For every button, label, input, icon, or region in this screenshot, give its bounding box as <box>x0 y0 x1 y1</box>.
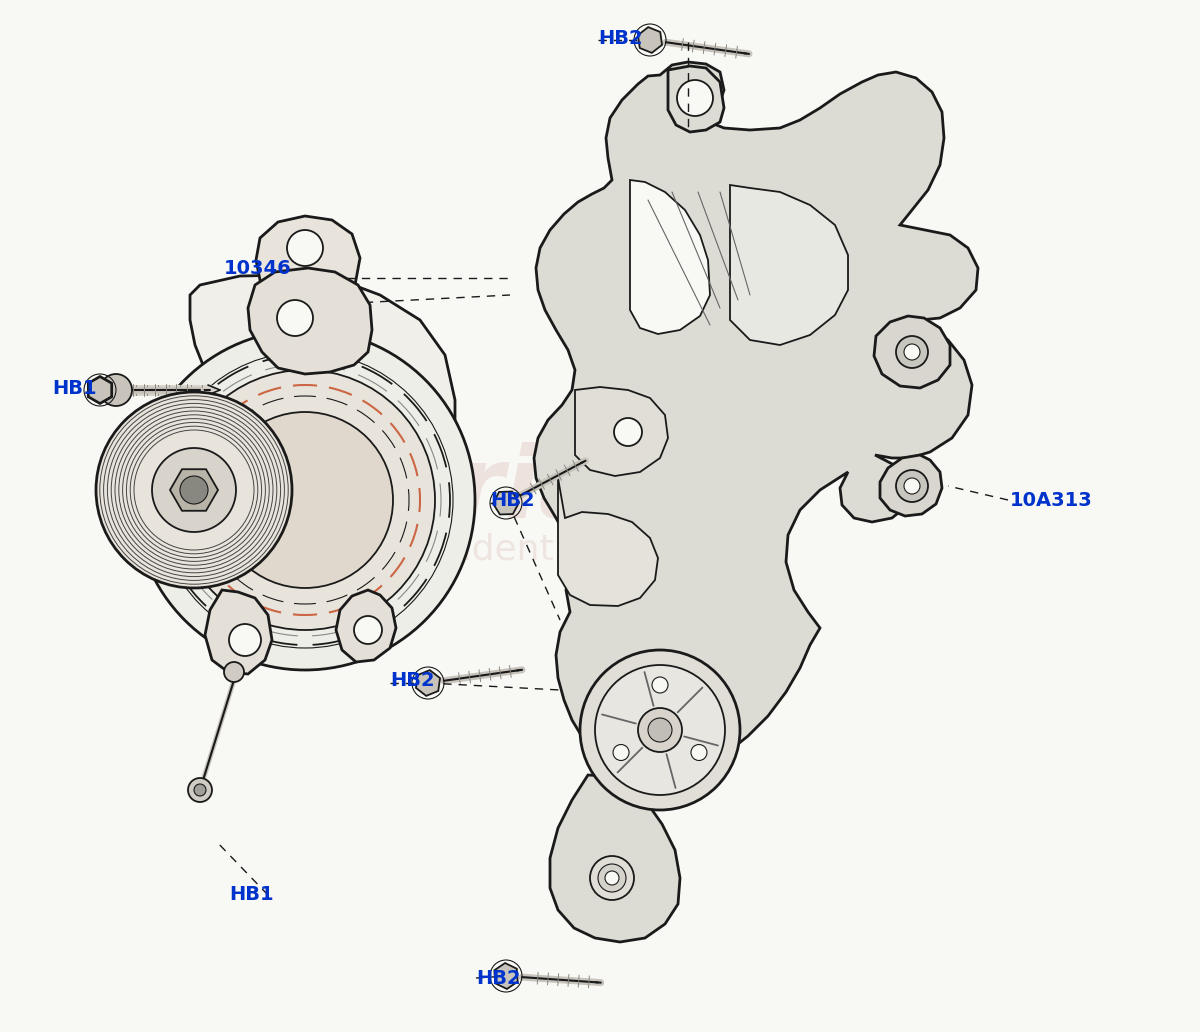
Circle shape <box>152 448 236 533</box>
Circle shape <box>652 677 668 694</box>
Circle shape <box>180 476 208 504</box>
Text: HB1: HB1 <box>52 379 97 397</box>
Polygon shape <box>874 316 950 388</box>
Circle shape <box>595 665 725 795</box>
Circle shape <box>904 344 920 360</box>
Circle shape <box>896 470 928 502</box>
Circle shape <box>580 650 740 810</box>
Text: 10346: 10346 <box>224 258 292 278</box>
Text: HB2: HB2 <box>598 29 643 47</box>
Circle shape <box>287 230 323 266</box>
Circle shape <box>614 418 642 446</box>
Circle shape <box>598 864 626 892</box>
Circle shape <box>613 744 629 761</box>
Polygon shape <box>336 590 396 662</box>
Polygon shape <box>534 62 978 776</box>
Text: confidential: confidential <box>384 533 596 567</box>
Circle shape <box>224 662 244 682</box>
Polygon shape <box>668 66 724 132</box>
Circle shape <box>277 300 313 336</box>
Text: HB1: HB1 <box>229 885 275 904</box>
Text: HB2: HB2 <box>476 968 521 988</box>
Circle shape <box>904 478 920 494</box>
Circle shape <box>354 616 382 644</box>
Polygon shape <box>256 216 360 298</box>
Text: solderia: solderia <box>154 442 606 539</box>
Polygon shape <box>880 455 942 516</box>
Circle shape <box>896 336 928 368</box>
Polygon shape <box>248 268 372 374</box>
Circle shape <box>648 718 672 742</box>
Polygon shape <box>558 478 658 606</box>
Circle shape <box>175 370 436 630</box>
Polygon shape <box>190 275 455 638</box>
Circle shape <box>691 744 707 761</box>
Circle shape <box>134 330 475 670</box>
Text: HB2: HB2 <box>490 490 535 510</box>
Text: HB2: HB2 <box>390 671 434 689</box>
Polygon shape <box>205 590 272 674</box>
Circle shape <box>217 412 394 588</box>
Circle shape <box>605 871 619 885</box>
Circle shape <box>96 392 292 588</box>
Polygon shape <box>550 775 680 942</box>
Circle shape <box>100 374 132 406</box>
Circle shape <box>229 624 262 656</box>
Polygon shape <box>730 185 848 345</box>
Circle shape <box>590 856 634 900</box>
Circle shape <box>677 80 713 116</box>
Circle shape <box>188 778 212 802</box>
Polygon shape <box>630 180 710 334</box>
Polygon shape <box>575 387 668 476</box>
Text: 10A313: 10A313 <box>1010 490 1093 510</box>
Circle shape <box>638 708 682 752</box>
Circle shape <box>194 784 206 796</box>
